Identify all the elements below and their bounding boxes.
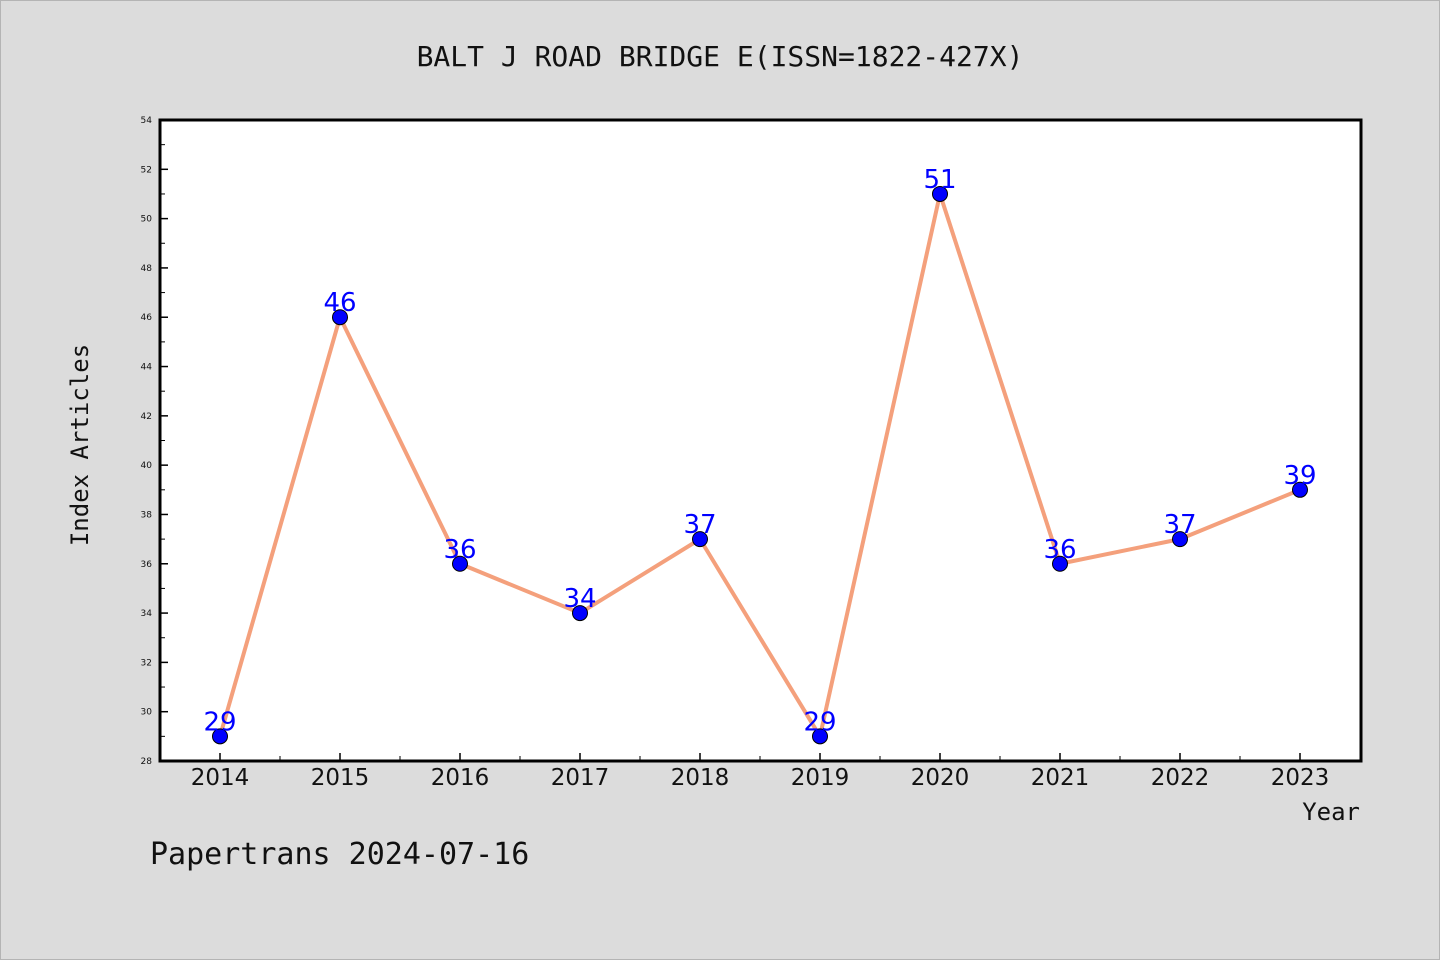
x-tick-label: 2018: [671, 765, 730, 791]
data-point: [212, 728, 228, 745]
y-tick-label: 52: [141, 165, 152, 175]
x-axis: 2014 2015 2016 2017 2018 2019 2020 2021 2022 2023: [191, 753, 1330, 791]
data-point: [452, 555, 468, 572]
data-point: [332, 309, 348, 326]
x-tick-label: 2014: [191, 765, 250, 791]
x-tick-label: 2022: [1151, 765, 1210, 791]
data-label: 36: [1043, 535, 1076, 565]
x-tick-label: 2020: [911, 765, 970, 791]
y-tick-label: 48: [141, 264, 153, 274]
x-tick-label: 2016: [431, 765, 490, 791]
y-tick-label: 42: [141, 412, 152, 422]
data-point: [572, 605, 588, 622]
y-tick-label: 46: [141, 313, 153, 323]
y-tick-label: 40: [141, 461, 153, 471]
data-label: 37: [683, 510, 716, 540]
y-tick-label: 32: [141, 658, 152, 668]
y-tick-label: 54: [141, 116, 153, 126]
y-tick-label: 36: [141, 560, 153, 570]
x-tick-label: 2019: [791, 765, 850, 791]
y-axis-label: Index Articles: [66, 344, 94, 546]
data-point: [1052, 555, 1068, 572]
footer-credit: Papertrans 2024-07-16: [150, 837, 529, 872]
y-tick-label: 30: [141, 708, 153, 718]
y-axis: 28 30 32 34 36 38 40 42 44 46 48 50 52 54: [141, 116, 168, 767]
x-tick-label: 2015: [311, 765, 370, 791]
x-tick-label: 2021: [1031, 765, 1090, 791]
chart-title: BALT J ROAD BRIDGE E(ISSN=1822-427X): [417, 40, 1024, 73]
data-label: 39: [1283, 461, 1316, 491]
data-point: [812, 728, 828, 745]
data-label: 34: [563, 584, 596, 614]
data-label: 36: [443, 535, 476, 565]
y-tick-label: 34: [141, 609, 153, 619]
data-point: [692, 531, 708, 548]
x-axis-label: Year: [1302, 798, 1360, 826]
plot-area: [158, 118, 1363, 763]
series-articles: 29 46 36 34 37 29 51 36 37 39: [203, 165, 1317, 745]
x-tick-label: 2017: [551, 765, 610, 791]
x-tick-label: 2023: [1271, 765, 1330, 791]
data-label: 46: [323, 288, 356, 318]
y-tick-label: 50: [141, 215, 153, 225]
data-point: [1292, 481, 1308, 498]
data-label: 29: [203, 707, 236, 737]
y-tick-label: 44: [141, 363, 153, 373]
data-label: 29: [803, 707, 836, 737]
data-point: [932, 185, 948, 202]
data-label: 51: [923, 165, 956, 195]
data-point: [1172, 531, 1188, 548]
y-tick-label: 38: [141, 510, 153, 520]
series-line: [218, 191, 1301, 739]
y-tick-label: 28: [141, 757, 153, 767]
data-label: 37: [1163, 510, 1196, 540]
